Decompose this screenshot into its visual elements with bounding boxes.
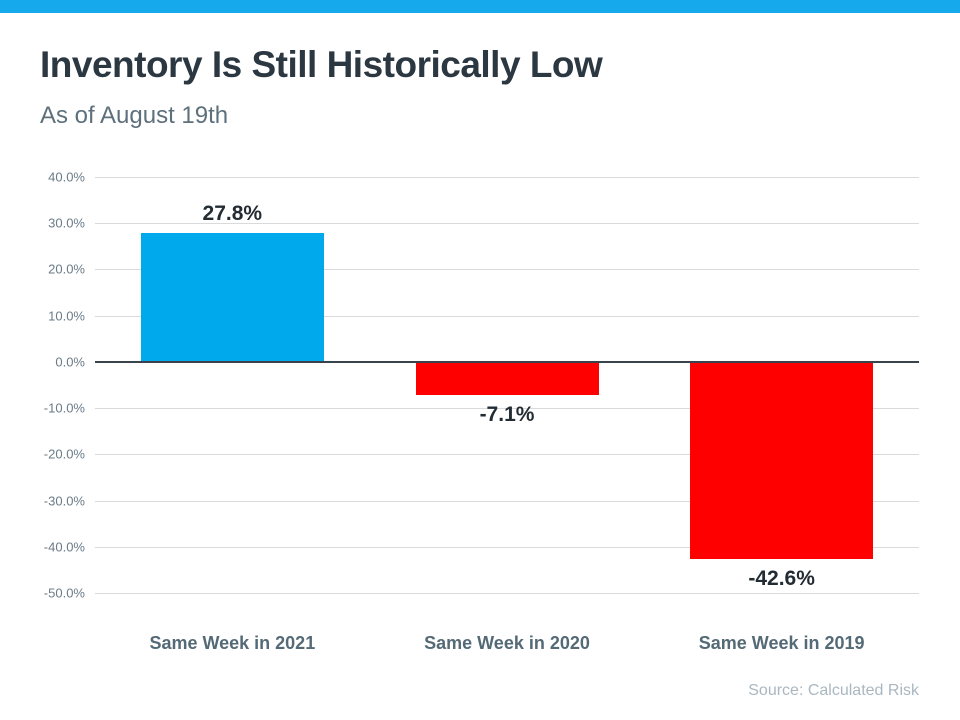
gridline <box>95 454 919 456</box>
x-category-label: Same Week in 2019 <box>698 633 865 653</box>
x-category-label: Same Week in 2020 <box>424 633 590 653</box>
gridline <box>95 177 919 178</box>
source-credit: Source: Calculated Risk <box>748 682 919 699</box>
gridline <box>95 269 919 271</box>
x-category-label: Same Week in 2021 <box>149 633 316 653</box>
bar-value-label: -7.1% <box>479 402 535 426</box>
y-tick-label: 40.0% <box>48 169 85 185</box>
y-tick-label: -20.0% <box>43 446 85 462</box>
chart-title: Inventory Is Still Historically Low <box>40 44 603 85</box>
zero-axis-line <box>95 360 919 363</box>
bar-2 <box>415 361 599 395</box>
y-tick-label: 20.0% <box>48 261 85 277</box>
gridline <box>95 593 919 594</box>
y-tick-label: 0.0% <box>55 354 85 370</box>
y-tick-label: -40.0% <box>43 539 85 555</box>
gridline <box>95 500 919 502</box>
y-tick-label: -50.0% <box>43 585 85 601</box>
chart-subtitle: As of August 19th <box>40 102 229 129</box>
bar-1 <box>140 233 324 362</box>
gridline <box>95 223 919 225</box>
y-tick-label: -10.0% <box>43 400 85 416</box>
y-tick-label: 10.0% <box>48 308 85 324</box>
gridline <box>95 408 919 410</box>
y-axis: 40.0% 30.0% 20.0% 10.0% 0.0% -10.0% -20.0% -30.… <box>0 170 85 601</box>
gridline <box>95 315 919 317</box>
y-tick-label: 30.0% <box>48 215 85 231</box>
gridline <box>95 546 919 548</box>
x-axis: Same Week in 2021 Same Week in 2020 Same W… <box>95 633 919 655</box>
bar-value-label: -42.6% <box>748 566 815 590</box>
plot-area: 27.8% -7.1% -42.6% <box>95 177 919 594</box>
bar-value-label: 27.8% <box>202 202 263 226</box>
top-accent-bar <box>0 0 960 13</box>
y-tick-label: -30.0% <box>43 493 85 509</box>
bar-3 <box>690 361 874 559</box>
